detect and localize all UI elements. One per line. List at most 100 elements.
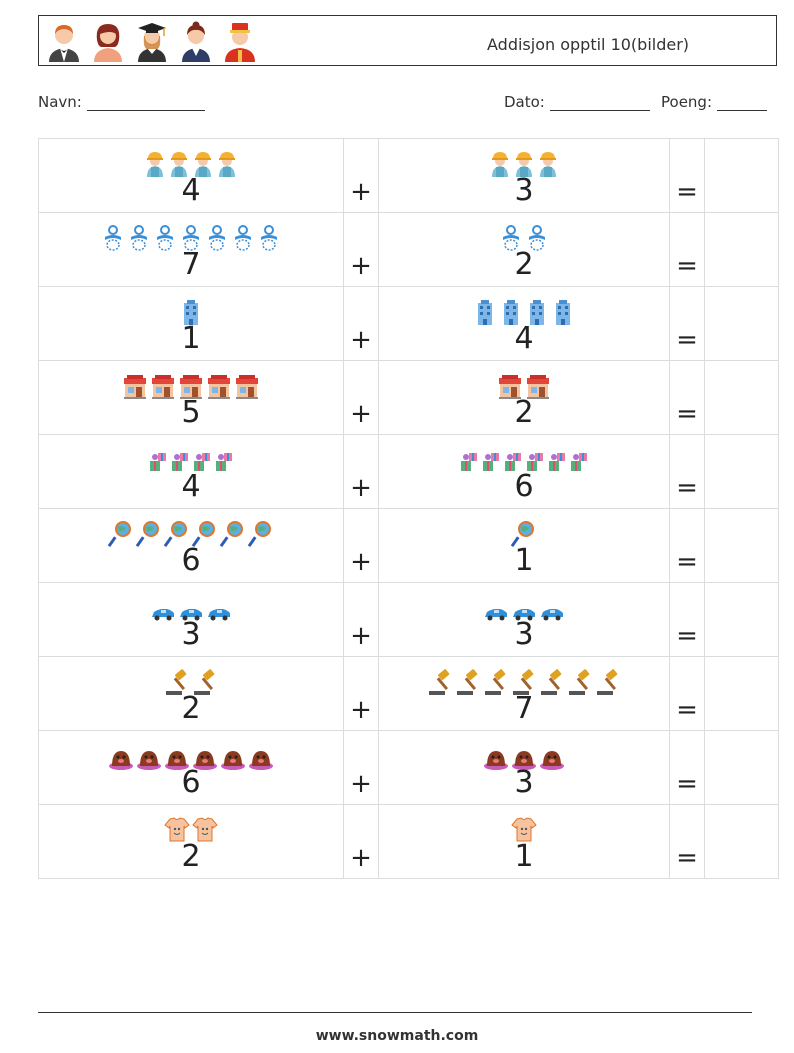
answer-cell[interactable] [704, 138, 779, 213]
gavel-icon [429, 669, 450, 695]
mole-icon [540, 751, 564, 770]
left-picture-group [39, 297, 343, 327]
left-picture-group [39, 149, 343, 179]
shop-icon [236, 375, 258, 399]
answer-cell[interactable] [704, 656, 779, 731]
right-operand-cell: 3 [378, 138, 670, 213]
construction-worker-icon [195, 152, 211, 177]
right-picture-group [379, 667, 669, 697]
answer-cell[interactable] [704, 804, 779, 879]
mole-icon [221, 751, 245, 770]
gift-box-icon [172, 453, 188, 471]
pacifier-icon [529, 225, 545, 251]
left-picture-group [39, 667, 343, 697]
left-operand-number: 4 [181, 173, 201, 208]
gift-box-icon [549, 453, 565, 471]
right-operand-cell: 2 [378, 360, 670, 435]
gift-box-icon [216, 453, 232, 471]
answer-cell[interactable] [704, 434, 779, 509]
answer-cell[interactable] [704, 508, 779, 583]
magnifier-globe-icon [511, 521, 534, 548]
score-line[interactable] [716, 96, 767, 111]
right-picture-group [379, 149, 669, 179]
gift-box-icon [150, 453, 166, 471]
left-operand-cell: 6 [38, 508, 344, 583]
right-operand-cell: 3 [378, 730, 670, 805]
construction-worker-icon [147, 152, 163, 177]
mole-icon [165, 751, 189, 770]
waiter-avatar-icon [49, 25, 79, 62]
answer-cell[interactable] [704, 286, 779, 361]
right-operand-number: 2 [514, 395, 534, 430]
car-icon [152, 609, 174, 621]
score-label: Poeng: [661, 93, 712, 111]
magnifier-globe-icon [108, 521, 131, 548]
left-operand-cell: 6 [38, 730, 344, 805]
equals-sign: = [676, 251, 698, 281]
right-picture-group [379, 445, 669, 475]
bellboy-avatar-icon [225, 23, 255, 62]
mole-icon [484, 751, 508, 770]
gavel-icon [166, 669, 187, 695]
answer-cell[interactable] [704, 360, 779, 435]
problem-grid: 4 +3 = 7 +2 = 1 +4 = 5 +2 = 4 +6 = 6 +1 = 3 +3 = 2 +7 = 6 +3 = 2 +1 = [38, 138, 779, 879]
car-icon [485, 609, 507, 621]
building-icon [184, 300, 198, 325]
right-operand-number: 6 [514, 469, 534, 504]
pacifier-icon [235, 225, 251, 251]
left-operand-cell: 4 [38, 138, 344, 213]
pacifier-icon [503, 225, 519, 251]
left-picture-group [39, 741, 343, 771]
gavel-icon [485, 669, 506, 695]
header-box: Addisjon opptil 10(bilder) [38, 15, 777, 66]
plus-sign: + [350, 473, 372, 503]
name-line[interactable] [86, 96, 205, 111]
left-picture-group [39, 223, 343, 253]
problem-row: 5 +2 = [38, 360, 779, 435]
right-operand-cell: 6 [378, 434, 670, 509]
gavel-icon [597, 669, 618, 695]
name-field: Navn: [38, 93, 205, 111]
score-field: Poeng: [661, 93, 767, 111]
equals-sign: = [676, 177, 698, 207]
right-operand-cell: 1 [378, 804, 670, 879]
magnifier-globe-icon [220, 521, 243, 548]
right-operand-number: 7 [514, 691, 534, 726]
left-operand-cell: 5 [38, 360, 344, 435]
name-label: Navn: [38, 93, 82, 111]
mole-icon [512, 751, 536, 770]
pacifier-icon [209, 225, 225, 251]
right-operand-number: 3 [514, 173, 534, 208]
right-operand-number: 3 [514, 617, 534, 652]
right-picture-group [379, 371, 669, 401]
gift-box-icon [194, 453, 210, 471]
equals-sign: = [676, 843, 698, 873]
left-operand-number: 6 [181, 543, 201, 578]
car-icon [541, 609, 563, 621]
equals-sign: = [676, 473, 698, 503]
left-picture-group [39, 371, 343, 401]
avatar-strip [45, 20, 259, 62]
gavel-icon [194, 669, 215, 695]
left-operand-number: 6 [181, 765, 201, 800]
right-operand-cell: 3 [378, 582, 670, 657]
equals-sign: = [676, 621, 698, 651]
answer-cell[interactable] [704, 582, 779, 657]
problem-row: 4 +3 = [38, 138, 779, 213]
equals-sign: = [676, 547, 698, 577]
plus-cell: + [343, 434, 379, 509]
answer-cell[interactable] [704, 730, 779, 805]
date-line[interactable] [549, 96, 650, 111]
plus-cell: + [343, 730, 379, 805]
right-operand-number: 3 [514, 765, 534, 800]
answer-cell[interactable] [704, 212, 779, 287]
baby-bodysuit-icon [511, 817, 537, 842]
gavel-icon [513, 669, 534, 695]
right-picture-group [379, 297, 669, 327]
shop-icon [208, 375, 230, 399]
left-picture-group [39, 593, 343, 623]
left-operand-cell: 1 [38, 286, 344, 361]
plus-cell: + [343, 656, 379, 731]
plus-cell: + [343, 582, 379, 657]
magnifier-globe-icon [192, 521, 215, 548]
